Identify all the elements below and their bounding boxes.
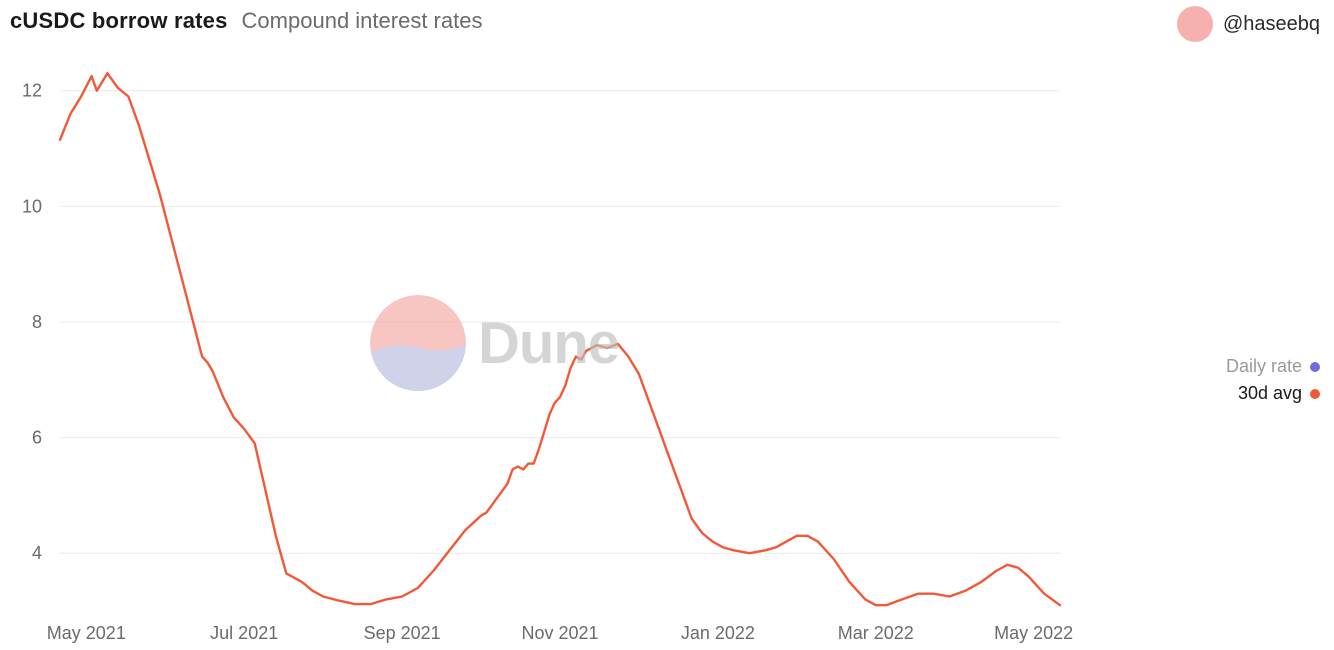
x-tick-label: Jul 2021: [210, 623, 278, 643]
x-tick-label: Jan 2022: [681, 623, 755, 643]
legend-dot-icon: [1310, 389, 1320, 399]
chart-subtitle: Compound interest rates: [242, 8, 483, 34]
series-line: [60, 73, 1060, 605]
legend-dot-icon: [1310, 362, 1320, 372]
y-tick-label: 8: [32, 312, 42, 332]
x-tick-label: Mar 2022: [838, 623, 914, 643]
author-badge[interactable]: @haseebq: [1177, 6, 1320, 42]
legend-label: 30d avg: [1238, 383, 1302, 404]
x-tick-label: May 2021: [47, 623, 126, 643]
legend-label: Daily rate: [1226, 356, 1302, 377]
y-tick-label: 12: [22, 81, 42, 101]
legend-item[interactable]: 30d avg: [1238, 383, 1320, 404]
y-tick-label: 10: [22, 196, 42, 216]
chart-header: cUSDC borrow rates Compound interest rat…: [10, 8, 482, 34]
chart-area: 4 6 8 10 12 May 2021 Jul 2021 Sep 2021 Nov 2021 J…: [0, 46, 1334, 650]
y-tick-label: 4: [32, 543, 42, 563]
x-tick-label: Sep 2021: [364, 623, 441, 643]
y-tick-label: 6: [32, 428, 42, 448]
x-tick-label: May 2022: [994, 623, 1073, 643]
author-handle: @haseebq: [1223, 13, 1320, 36]
chart-title: cUSDC borrow rates: [10, 8, 228, 34]
line-chart: 4 6 8 10 12 May 2021 Jul 2021 Sep 2021 Nov 2021 J…: [0, 46, 1334, 650]
x-tick-label: Nov 2021: [521, 623, 598, 643]
legend-item[interactable]: Daily rate: [1226, 356, 1320, 377]
chart-legend: Daily rate 30d avg: [1226, 356, 1320, 404]
author-avatar-icon: [1177, 6, 1213, 42]
